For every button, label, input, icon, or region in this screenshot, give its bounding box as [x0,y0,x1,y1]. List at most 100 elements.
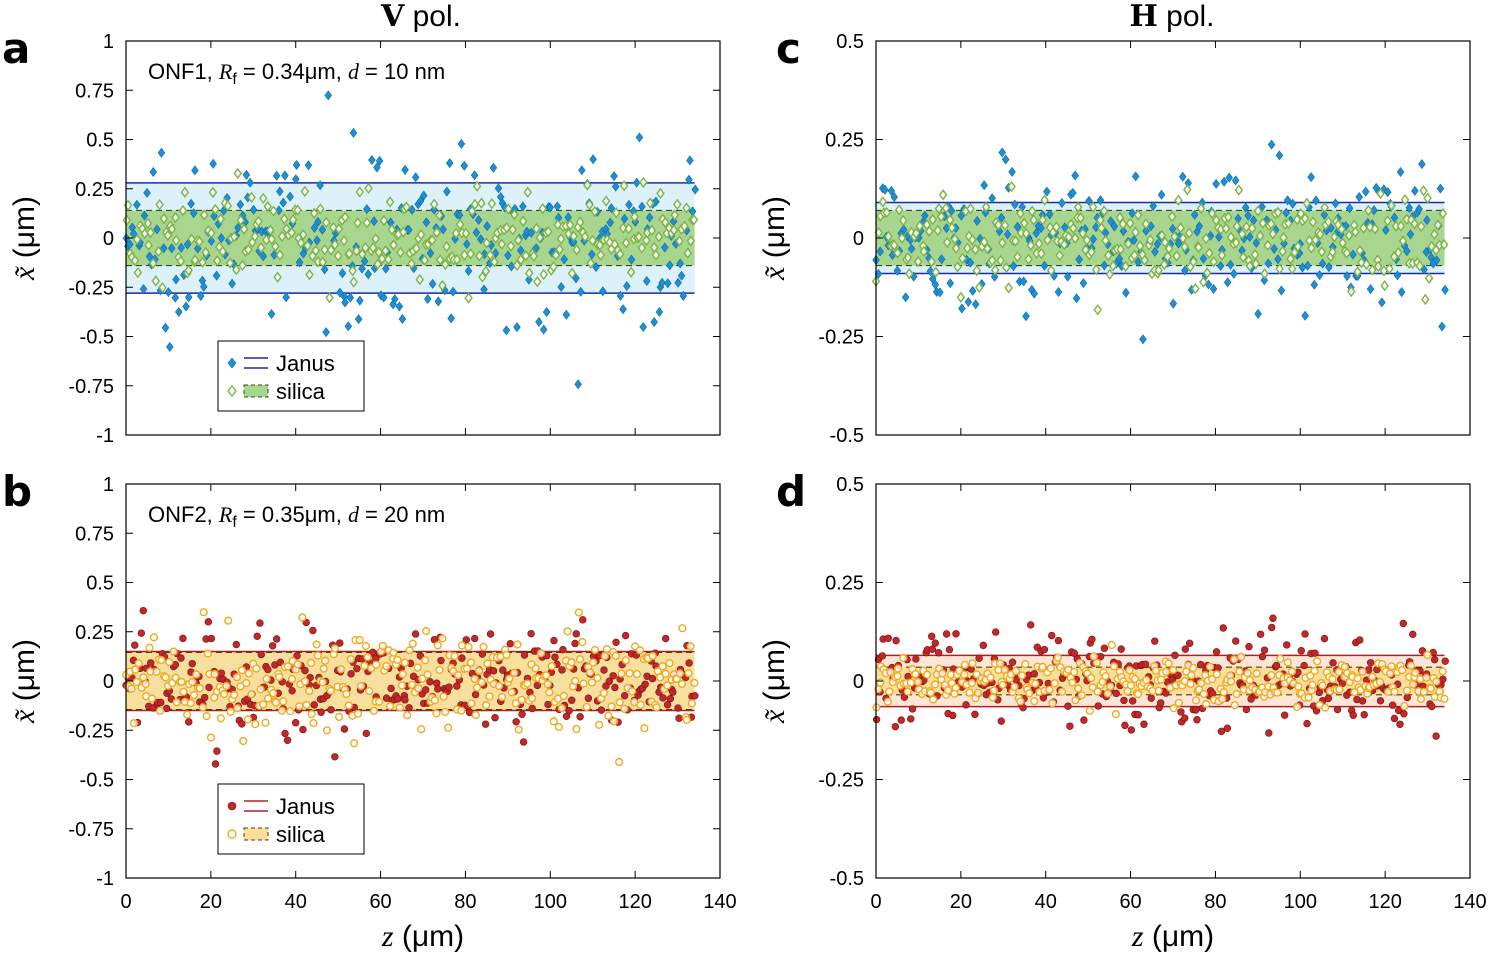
janus-point [884,634,892,642]
silica-point [1385,263,1394,275]
silica-point [611,651,620,661]
janus-point [1181,645,1190,653]
silica-point [656,187,665,200]
janus-point [189,208,198,219]
silica-point [1011,666,1021,676]
silica-point [1315,228,1325,241]
janus-point [1147,694,1155,702]
janus-point [1393,270,1402,281]
janus-point [937,254,946,265]
silica-point [1169,704,1178,713]
janus-point [217,669,226,677]
silica-point [670,209,680,221]
silica-point [1355,244,1365,257]
janus-point [964,297,973,308]
silica-point [950,233,960,245]
legend-janus-label: Janus [276,351,335,376]
silica-point [403,711,412,720]
janus-point [1441,657,1449,665]
silica-point [533,275,542,288]
janus-point [480,249,489,260]
janus-point [161,322,170,333]
silica-point [514,234,523,246]
janus-point [973,216,981,227]
silica-point [1353,674,1362,683]
janus-point [304,160,313,171]
silica-point [554,722,563,732]
janus-point [346,292,355,303]
janus-point [539,324,548,335]
silica-point [1199,276,1208,288]
silica-point [1211,214,1221,226]
janus-point [191,165,199,176]
silica-point [178,204,188,217]
janus-point [1320,209,1329,220]
silica-point [1106,682,1115,691]
legend-silica-swatch [243,384,269,398]
silica-point [309,207,319,220]
silica-point [990,264,1000,276]
silica-point [624,222,633,235]
silica-point [648,651,657,661]
silica-point [1321,703,1330,712]
silica-point [382,661,391,671]
janus-point [513,322,521,333]
silica-point [1427,240,1436,253]
silica-point [408,639,417,648]
column-title-v: V pol. [380,0,461,34]
silica-point [893,672,902,681]
janus-point [1096,195,1105,206]
janus-point [338,268,347,279]
janus-point [921,210,929,221]
silica-point [590,645,600,655]
legend-box [217,783,365,855]
silica-point [1422,673,1431,682]
janus-point [1329,659,1337,667]
silica-point [960,660,970,669]
silica-point [677,679,687,689]
silica-point [415,273,425,286]
silica-point [1191,282,1200,295]
silica-point [1313,657,1322,666]
janus-point [1199,253,1208,264]
janus-point [1037,223,1045,234]
silica-point [339,235,349,247]
silica-point [156,706,165,715]
janus-point [1267,139,1276,150]
silica-point [1093,687,1102,696]
janus-point [934,649,943,657]
silica-point [258,192,268,205]
janus-point [600,666,608,674]
silica-point [490,256,499,268]
silica-point [1358,667,1367,676]
janus-point [574,379,582,390]
silica-point [134,659,143,668]
silica-point [186,699,195,708]
janus-point [234,222,242,233]
silica-point [975,281,984,294]
silica-point [928,213,937,226]
silica-point [1406,661,1416,670]
silica-point [1007,180,1016,193]
silica-point [471,710,480,720]
silica-point [152,667,161,676]
panel-label: a [2,24,30,73]
y-tick-label: -0.5 [80,327,114,349]
janus-point [1428,702,1436,711]
silica-point [1146,234,1155,246]
silica-point [261,718,270,727]
silica-point [683,247,693,259]
janus-point [1190,209,1199,220]
janus-point [1019,276,1028,287]
silica-point [652,703,661,712]
silica-point [334,223,344,235]
janus-point [236,199,245,210]
silica-point [1107,640,1116,650]
silica-point [467,205,477,217]
janus-point [416,195,425,206]
silica-point [1205,662,1215,671]
y-tick-label: -1 [96,868,114,890]
silica-point [269,689,278,698]
silica-point [244,669,253,678]
silica-point [968,234,977,246]
